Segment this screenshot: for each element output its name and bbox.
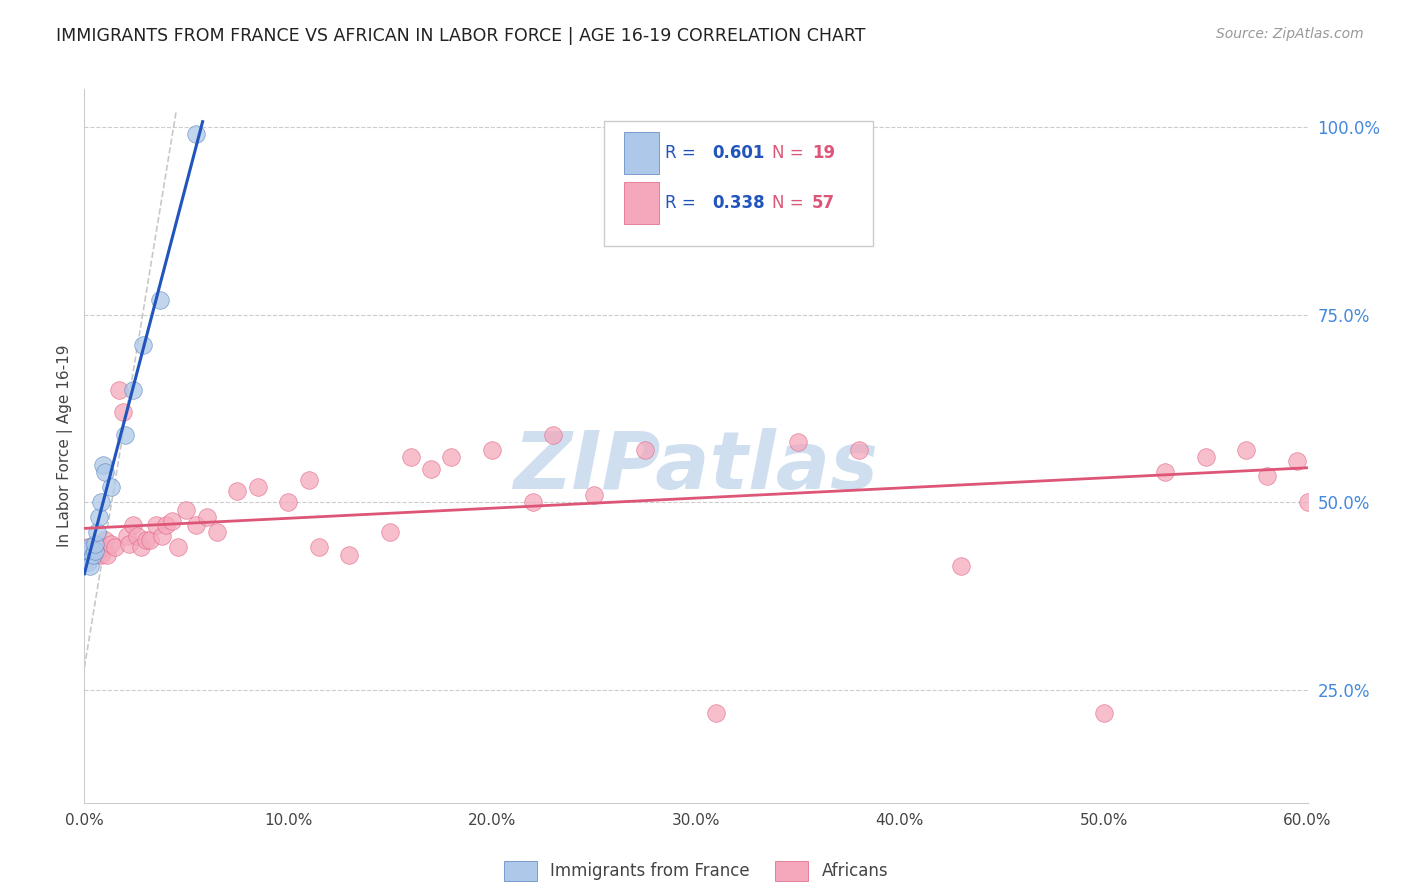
Point	[176, 503, 198, 517]
Point	[114, 427, 136, 442]
FancyBboxPatch shape	[605, 121, 873, 246]
Point	[543, 427, 565, 442]
Point	[1154, 465, 1177, 479]
Point	[96, 548, 118, 562]
Point	[848, 442, 870, 457]
Point	[91, 458, 114, 472]
Point	[127, 529, 149, 543]
Point	[87, 510, 110, 524]
Point	[149, 293, 172, 307]
Text: 19: 19	[813, 145, 835, 162]
Point	[1195, 450, 1218, 465]
Point	[205, 525, 228, 540]
Point	[83, 544, 105, 558]
Point	[82, 548, 104, 562]
Point	[132, 337, 155, 351]
Point	[93, 533, 117, 547]
Point	[115, 529, 138, 543]
Point	[150, 529, 173, 543]
Point	[1256, 469, 1278, 483]
Point	[79, 548, 101, 562]
Text: 0.338: 0.338	[711, 194, 765, 211]
Point	[104, 541, 127, 555]
Point	[86, 548, 108, 562]
Point	[83, 544, 105, 558]
Point	[75, 544, 97, 558]
Point	[87, 541, 110, 555]
Point	[440, 450, 463, 465]
Point	[90, 495, 112, 509]
Point	[522, 495, 544, 509]
Point	[86, 525, 108, 540]
Point	[298, 473, 321, 487]
Text: Source: ZipAtlas.com: Source: ZipAtlas.com	[1216, 27, 1364, 41]
Point	[91, 541, 114, 555]
Text: N =: N =	[772, 145, 808, 162]
Point	[135, 533, 157, 547]
Point	[79, 559, 101, 574]
Point	[950, 559, 973, 574]
FancyBboxPatch shape	[624, 182, 659, 224]
Point	[122, 517, 145, 532]
Point	[1092, 706, 1115, 720]
Legend: Immigrants from France, Africans: Immigrants from France, Africans	[496, 855, 896, 888]
Point	[186, 517, 208, 532]
Point	[399, 450, 422, 465]
FancyBboxPatch shape	[624, 132, 659, 174]
Text: ZIPatlas: ZIPatlas	[513, 428, 879, 507]
Point	[77, 556, 100, 570]
Point	[112, 405, 135, 419]
Text: IMMIGRANTS FROM FRANCE VS AFRICAN IN LABOR FORCE | AGE 16-19 CORRELATION CHART: IMMIGRANTS FROM FRANCE VS AFRICAN IN LAB…	[56, 27, 866, 45]
Point	[100, 480, 122, 494]
Point	[167, 541, 190, 555]
Point	[339, 548, 361, 562]
Text: R =: R =	[665, 194, 702, 211]
Point	[277, 495, 299, 509]
Text: 57: 57	[813, 194, 835, 211]
Point	[481, 442, 503, 457]
Point	[77, 541, 100, 555]
Point	[90, 548, 112, 562]
Point	[155, 517, 177, 532]
Point	[1317, 270, 1340, 285]
Text: 0.601: 0.601	[711, 145, 765, 162]
Point	[195, 510, 218, 524]
Point	[131, 541, 153, 555]
Point	[1296, 495, 1319, 509]
Point	[380, 525, 402, 540]
Point	[77, 544, 100, 558]
Point	[160, 514, 183, 528]
Point	[138, 533, 160, 547]
Point	[83, 536, 105, 550]
Point	[420, 461, 443, 475]
Point	[145, 517, 167, 532]
Point	[108, 383, 131, 397]
Y-axis label: In Labor Force | Age 16-19: In Labor Force | Age 16-19	[58, 344, 73, 548]
Point	[226, 484, 249, 499]
Point	[79, 541, 101, 555]
Point	[82, 541, 104, 555]
Point	[583, 488, 606, 502]
Point	[118, 536, 141, 550]
Point	[308, 541, 330, 555]
Point	[1286, 454, 1309, 468]
Text: N =: N =	[772, 194, 808, 211]
Point	[186, 128, 208, 142]
Point	[1236, 442, 1258, 457]
Point	[787, 435, 810, 450]
Text: R =: R =	[665, 145, 702, 162]
Point	[122, 383, 145, 397]
Point	[100, 536, 122, 550]
Point	[706, 706, 728, 720]
Point	[246, 480, 269, 494]
Point	[634, 442, 657, 457]
Point	[93, 465, 117, 479]
